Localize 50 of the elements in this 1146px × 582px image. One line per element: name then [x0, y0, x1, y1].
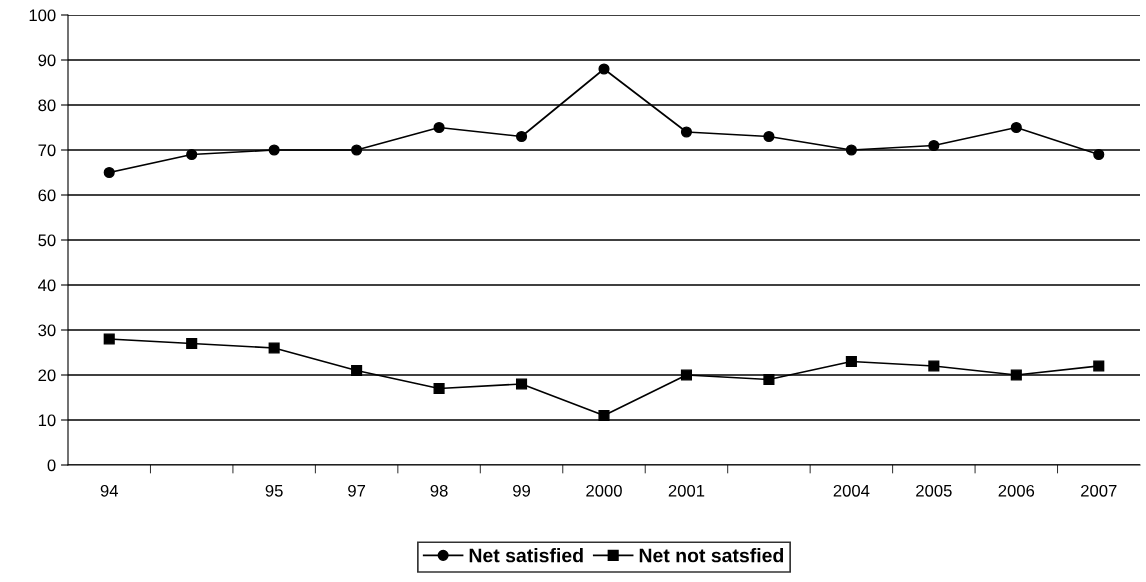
point — [515, 130, 528, 143]
x-tick-label: 2007 — [1081, 484, 1117, 497]
y-tick-label: 80 — [38, 99, 56, 112]
x-tick-label: 95 — [265, 484, 283, 497]
y-tick-label: 20 — [38, 369, 56, 382]
x-tick-label: 97 — [348, 484, 366, 497]
point — [186, 337, 198, 350]
point — [103, 333, 115, 345]
x-tick-label: 2001 — [668, 484, 705, 497]
point — [928, 139, 940, 152]
y-tick-label: 40 — [38, 279, 56, 292]
point — [680, 126, 693, 138]
point — [433, 121, 445, 134]
point — [763, 130, 775, 143]
point — [103, 166, 115, 179]
point — [186, 148, 198, 161]
legend-label: Net not satsfied — [639, 548, 784, 563]
x-tick-label: 2000 — [586, 484, 622, 497]
x-tick-label: 94 — [100, 484, 119, 497]
point — [1093, 360, 1105, 372]
point — [680, 369, 693, 381]
point — [268, 342, 280, 354]
y-tick-label: 0 — [47, 459, 56, 472]
y-tick-label: 90 — [38, 54, 56, 67]
point — [268, 144, 280, 156]
point — [351, 144, 363, 156]
point — [763, 373, 775, 386]
point — [1010, 369, 1022, 381]
point — [928, 360, 940, 372]
point — [1010, 121, 1022, 134]
y-tick-label: 30 — [38, 324, 56, 337]
x-tick-label: 2005 — [916, 484, 952, 497]
point — [845, 144, 857, 156]
x-tick-label: 99 — [513, 484, 531, 497]
legend-label: Net satisfied — [469, 548, 583, 563]
point — [515, 378, 528, 390]
y-tick-label: 60 — [38, 189, 56, 202]
y-tick-label: 50 — [38, 234, 56, 247]
point — [598, 409, 610, 422]
point — [351, 364, 363, 377]
x-tick-label: 98 — [430, 484, 448, 497]
point — [433, 382, 445, 395]
x-tick-label: 2006 — [998, 484, 1035, 497]
y-tick-label: 70 — [38, 144, 56, 157]
y-tick-label: 10 — [38, 414, 56, 427]
point — [1093, 148, 1105, 161]
x-tick-label: 2004 — [833, 484, 870, 497]
point — [598, 63, 610, 75]
y-tick-label: 100 — [29, 9, 56, 22]
point — [845, 355, 857, 368]
